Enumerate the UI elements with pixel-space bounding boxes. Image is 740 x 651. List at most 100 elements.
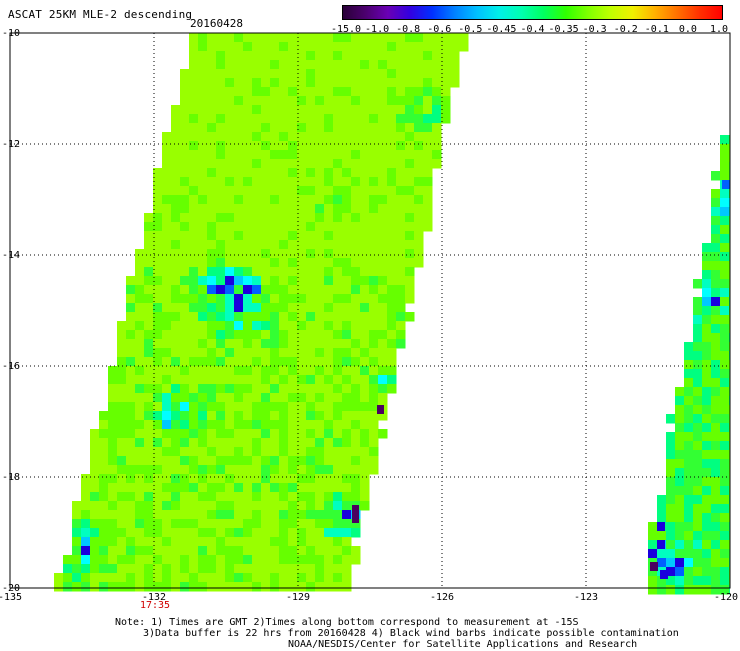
swath-pixel <box>684 360 694 370</box>
swath-pixel <box>207 546 217 556</box>
swath-pixel <box>171 321 181 331</box>
swath-pixel <box>153 276 163 286</box>
swath-pixel <box>144 438 154 448</box>
swath-pixel <box>369 429 379 439</box>
swath-pixel <box>234 420 244 430</box>
swath-pixel <box>279 96 289 106</box>
swath-pixel <box>351 87 361 97</box>
swath-pixel <box>252 429 262 439</box>
swath-pixel <box>369 420 379 430</box>
swath-pixel <box>234 330 244 340</box>
swath-pixel <box>369 96 379 106</box>
swath-pixel <box>180 465 190 475</box>
swath-pixel <box>261 402 271 412</box>
swath-pixel <box>720 288 730 298</box>
swath-pixel <box>369 366 379 376</box>
swath-pixel <box>396 96 406 106</box>
swath-pixel <box>324 267 334 277</box>
swath-pixel <box>297 123 307 133</box>
swath-pixel <box>342 141 352 151</box>
swath-pixel <box>153 294 163 304</box>
swath-pixel <box>180 384 190 394</box>
swath-pixel <box>234 582 244 592</box>
swath-pixel <box>378 204 388 214</box>
swath-pixel <box>180 420 190 430</box>
swath-pixel <box>297 384 307 394</box>
swath-pixel <box>333 573 343 583</box>
swath-pixel <box>315 384 325 394</box>
swath-pixel <box>270 411 280 421</box>
swath-pixel <box>207 483 217 493</box>
swath-pixel <box>720 162 730 172</box>
swath-pixel <box>342 447 352 457</box>
swath-pixel <box>261 303 271 313</box>
swath-pixel <box>684 423 694 433</box>
swath-pixel <box>333 150 343 160</box>
swath-pixel <box>333 285 343 295</box>
swath-pixel <box>369 375 379 385</box>
swath-pixel <box>693 387 703 397</box>
swath-pixel <box>243 312 253 322</box>
swath-pixel <box>369 465 379 475</box>
swath-pixel <box>423 105 433 115</box>
swath-pixel <box>261 465 271 475</box>
swath-pixel <box>351 168 361 178</box>
swath-pixel <box>162 438 172 448</box>
swath-pixel <box>297 249 307 259</box>
swath-pixel <box>441 60 451 70</box>
swath-pixel <box>657 522 665 531</box>
swath-pixel <box>117 366 127 376</box>
swath-pixel <box>432 159 442 169</box>
swath-pixel <box>243 168 253 178</box>
swath-pixel <box>90 429 100 439</box>
swath-pixel <box>720 171 730 181</box>
swath-pixel <box>702 450 712 460</box>
swath-pixel <box>225 87 235 97</box>
swath-pixel <box>369 33 379 43</box>
swath-pixel <box>234 168 244 178</box>
swath-pixel <box>243 564 253 574</box>
swath-pixel <box>333 528 343 538</box>
swath-pixel <box>234 222 244 232</box>
swath-pixel <box>117 375 127 385</box>
swath-pixel <box>279 438 289 448</box>
swath-pixel <box>153 447 163 457</box>
swath-pixel <box>423 96 433 106</box>
swath-pixel <box>684 540 694 550</box>
swath-pixel <box>324 213 334 223</box>
swath-pixel <box>252 420 262 430</box>
swath-pixel <box>171 555 181 565</box>
swath-pixel <box>234 312 244 322</box>
swath-pixel <box>180 519 190 529</box>
swath-pixel <box>144 285 154 295</box>
swath-pixel <box>315 303 325 313</box>
swath-pixel <box>153 195 163 205</box>
longitude-label: -126 <box>430 592 454 603</box>
swath-pixel <box>171 258 181 268</box>
swath-pixel <box>180 330 190 340</box>
swath-pixel <box>198 573 208 583</box>
swath-pixel <box>189 231 199 241</box>
swath-pixel <box>270 303 280 313</box>
swath-pixel <box>135 528 145 538</box>
swath-pixel <box>252 348 262 358</box>
swath-pixel <box>333 114 343 124</box>
swath-pixel <box>648 531 658 541</box>
swath-pixel <box>414 42 424 52</box>
swath-pixel <box>315 177 325 187</box>
swath-pixel <box>684 441 694 451</box>
swath-pixel <box>279 537 289 547</box>
swath-pixel <box>153 330 163 340</box>
swath-pixel <box>225 78 235 88</box>
swath-pixel <box>675 549 685 559</box>
swath-pixel <box>702 423 712 433</box>
swath-pixel <box>333 555 343 565</box>
swath-pixel <box>279 357 289 367</box>
swath-pixel <box>270 429 280 439</box>
swath-pixel <box>360 195 370 205</box>
swath-pixel <box>162 267 172 277</box>
swath-pixel <box>342 402 352 412</box>
swath-pixel <box>180 96 190 106</box>
swath-pixel <box>243 465 253 475</box>
swath-pixel <box>261 348 271 358</box>
